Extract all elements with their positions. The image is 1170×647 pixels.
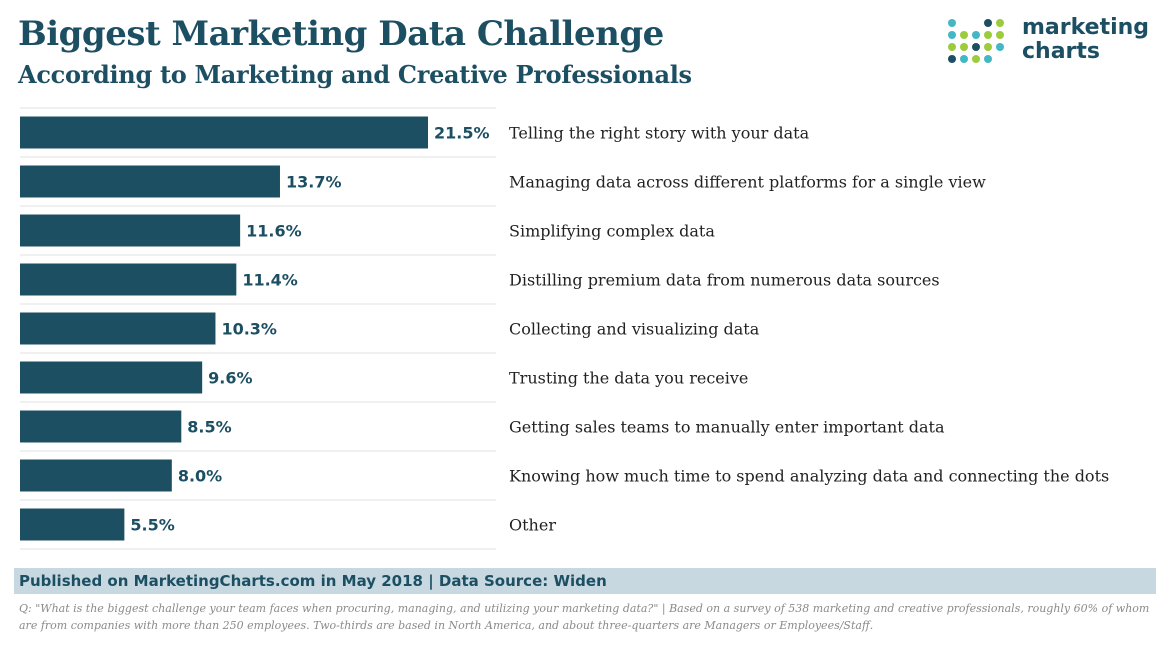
survey-note: Q: "What is the biggest challenge your t… <box>19 602 1150 632</box>
source-text: Published on MarketingCharts.com in May … <box>19 572 607 590</box>
bar <box>20 410 182 443</box>
logo-line-1: marketing <box>1022 15 1150 40</box>
category-label: Collecting and visualizing data <box>509 320 760 339</box>
category-label: Telling the right story with your data <box>509 124 810 143</box>
bar-value-label: 10.3% <box>221 320 277 339</box>
logo-dot <box>948 19 956 27</box>
logo-dot <box>984 55 992 63</box>
bar <box>20 214 241 247</box>
bar-value-label: 8.0% <box>178 467 222 486</box>
logo-dot <box>960 43 968 51</box>
logo-dot <box>996 19 1004 27</box>
logo-dot <box>972 43 980 51</box>
logo-dot <box>984 19 992 27</box>
logo-dot <box>996 31 1004 39</box>
category-label: Other <box>509 516 556 535</box>
bar-value-label: 11.4% <box>242 271 298 290</box>
category-label: Distilling premium data from numerous da… <box>509 271 940 290</box>
bar-chart: 21.5% Telling the right story with your d… <box>20 107 1109 550</box>
logo-dot <box>960 31 968 39</box>
logo-dot <box>960 55 968 63</box>
bar <box>20 263 237 296</box>
chart-subtitle: According to Marketing and Creative Prof… <box>18 60 692 89</box>
source-band: Published on MarketingCharts.com in May … <box>14 568 1156 594</box>
logo-dot <box>996 43 1004 51</box>
logo-dot <box>972 31 980 39</box>
bar <box>20 361 203 394</box>
bar <box>20 508 125 541</box>
logo-dot <box>948 55 956 63</box>
bar <box>20 312 216 345</box>
logo-dot <box>984 43 992 51</box>
bar-value-label: 9.6% <box>208 369 252 388</box>
category-label: Getting sales teams to manually enter im… <box>509 418 945 437</box>
bar-value-label: 8.5% <box>187 418 231 437</box>
category-label: Managing data across different platforms… <box>509 173 986 192</box>
bar-value-label: 11.6% <box>246 222 302 241</box>
category-label: Trusting the data you receive <box>509 369 748 388</box>
bar <box>20 116 428 149</box>
bar <box>20 459 172 492</box>
marketingcharts-logo: marketing charts <box>947 14 1162 76</box>
logo-dot <box>984 31 992 39</box>
logo-dots-icon <box>948 19 1004 63</box>
logo-dot <box>948 43 956 51</box>
category-label: Knowing how much time to spend analyzing… <box>509 467 1109 486</box>
bar-value-label: 21.5% <box>434 124 490 143</box>
logo-dot <box>948 31 956 39</box>
chart-title: Biggest Marketing Data Challenge <box>18 14 664 54</box>
logo-wordmark: marketing charts <box>1022 16 1149 64</box>
bar-value-label: 13.7% <box>286 173 342 192</box>
bar-value-label: 5.5% <box>130 516 174 535</box>
bar <box>20 165 280 198</box>
category-label: Simplifying complex data <box>509 222 715 241</box>
logo-line-2: charts <box>1022 39 1101 64</box>
logo-dot <box>972 55 980 63</box>
